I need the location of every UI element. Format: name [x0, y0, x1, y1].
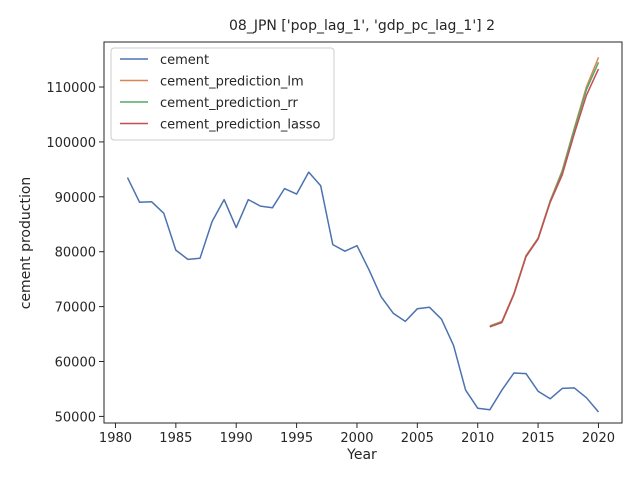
series-line-cement-prediction-lm — [489, 57, 600, 327]
x-tick-label: 2000 — [340, 431, 373, 446]
y-axis-label: cement production — [18, 177, 34, 310]
x-tick-label: 1990 — [220, 431, 253, 446]
series-line-cement-prediction-lasso — [489, 68, 600, 328]
y-tick-label: 80000 — [55, 246, 96, 261]
legend-label: cement — [160, 53, 209, 68]
x-tick-label: 1980 — [99, 431, 132, 446]
y-tick-label: 60000 — [55, 356, 96, 371]
legend-label: cement_prediction_lm — [160, 75, 304, 90]
y-tick-label: 50000 — [55, 410, 96, 425]
x-tick-label: 2005 — [401, 431, 434, 446]
series-line-cement — [126, 171, 600, 413]
y-tick-label: 90000 — [55, 191, 96, 206]
legend-label: cement_prediction_rr — [160, 96, 298, 111]
x-tick-label: 2020 — [582, 431, 615, 446]
x-tick-label: 1985 — [159, 431, 192, 446]
x-tick-label: 2010 — [461, 431, 494, 446]
y-tick-label: 100000 — [46, 136, 96, 151]
series-line-cement-prediction-rr — [489, 61, 600, 328]
legend-box — [110, 47, 335, 141]
x-axis-label: Year — [346, 447, 377, 463]
legend-label: cement_prediction_lasso — [160, 118, 320, 133]
plot-area: 1980 1985 1990 1995 2000 2005 2010 2015 2020 5000… — [46, 41, 623, 446]
x-tick-label: 1995 — [280, 431, 313, 446]
y-tick-label: 110000 — [46, 81, 96, 96]
axes-frame — [103, 41, 623, 424]
x-tick-label: 2015 — [522, 431, 555, 446]
chart-title: 08_JPN ['pop_lag_1', 'gdp_pc_lag_1'] 2 — [229, 18, 495, 34]
y-tick-label: 70000 — [55, 301, 96, 316]
